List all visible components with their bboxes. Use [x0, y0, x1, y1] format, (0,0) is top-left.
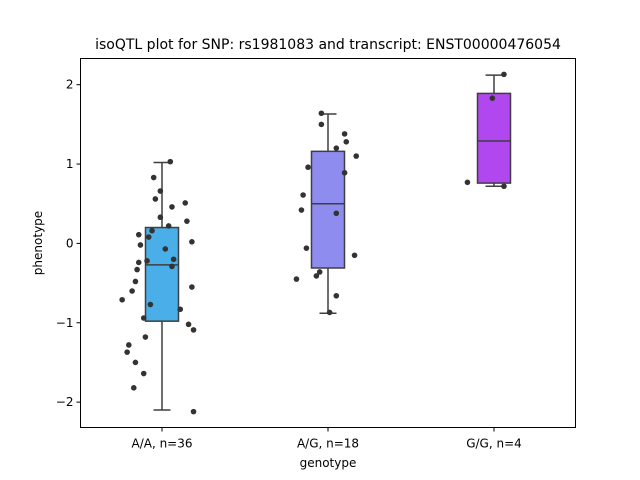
data-point — [501, 71, 507, 78]
data-point — [142, 334, 149, 340]
data-point — [130, 385, 137, 391]
data-point — [145, 234, 152, 240]
data-point — [132, 278, 139, 285]
data-point — [333, 292, 340, 299]
data-point — [190, 327, 197, 333]
data-point — [184, 218, 190, 224]
y-tick-label: −1 — [56, 316, 74, 330]
data-point — [489, 95, 496, 101]
y-tick-label: −2 — [56, 395, 74, 409]
x-axis-ticks: A/A, n=36 A/G, n=18 G/G, n=4 — [131, 427, 522, 451]
data-point — [190, 408, 197, 415]
data-point — [353, 153, 360, 159]
data-point — [124, 349, 130, 355]
y-tick-label: 0 — [66, 236, 74, 250]
data-point — [185, 321, 192, 328]
data-point — [303, 245, 310, 251]
data-point — [501, 183, 507, 190]
data-point — [150, 174, 157, 181]
y-tick-label: 2 — [66, 78, 74, 92]
data-point — [326, 309, 333, 316]
data-point — [169, 204, 175, 210]
data-point — [341, 131, 348, 137]
data-point — [341, 169, 348, 176]
x-tick-label: A/A, n=36 — [131, 437, 192, 451]
x-axis-label: genotype — [300, 456, 357, 470]
y-tick-label: 1 — [66, 157, 74, 171]
genotype-points — [464, 71, 507, 190]
data-point — [351, 252, 358, 259]
data-point — [318, 121, 325, 128]
data-point — [170, 256, 177, 263]
data-point — [132, 359, 139, 366]
data-point — [189, 284, 195, 290]
data-point — [169, 263, 175, 270]
data-point — [144, 258, 150, 264]
data-point — [333, 210, 340, 217]
data-point — [167, 158, 174, 165]
data-point — [135, 259, 142, 266]
genotype-points — [293, 110, 360, 316]
data-point — [343, 139, 350, 145]
data-point — [293, 276, 300, 282]
data-point — [157, 214, 164, 221]
data-point — [318, 110, 325, 117]
data-point — [300, 192, 306, 198]
genotype-box-group — [144, 161, 180, 411]
plot-frame — [80, 58, 576, 428]
genotype-box-group — [310, 113, 346, 314]
iqr-box — [476, 92, 512, 184]
x-tick-label: A/G, n=18 — [297, 437, 359, 451]
plot-area — [119, 71, 512, 415]
data-point — [126, 342, 132, 348]
data-point — [152, 196, 159, 202]
data-point — [119, 296, 125, 303]
data-point — [316, 269, 323, 275]
data-point — [333, 145, 340, 151]
data-point — [182, 200, 189, 206]
data-point — [149, 227, 155, 234]
data-point — [157, 188, 164, 194]
y-axis-ticks: −2 −1 0 1 2 — [56, 78, 81, 409]
data-point — [137, 242, 144, 248]
data-point — [140, 315, 147, 321]
x-tick-label: G/G, n=4 — [466, 437, 522, 451]
data-point — [189, 239, 195, 245]
genotype-points — [119, 158, 197, 415]
y-axis-label: phenotype — [31, 211, 45, 275]
data-point — [298, 207, 305, 213]
data-point — [135, 231, 142, 238]
data-point — [305, 164, 311, 171]
chart-title: isoQTL plot for SNP: rs1981083 and trans… — [95, 37, 561, 53]
data-point — [129, 288, 135, 294]
data-point — [147, 301, 154, 308]
genotype-box-group — [476, 74, 512, 188]
iqr-box — [310, 150, 346, 269]
data-point — [464, 179, 471, 186]
data-point — [162, 246, 169, 252]
data-point — [165, 223, 172, 229]
data-point — [140, 370, 147, 377]
data-point — [134, 266, 140, 273]
data-point — [313, 273, 320, 279]
data-point — [177, 306, 184, 313]
